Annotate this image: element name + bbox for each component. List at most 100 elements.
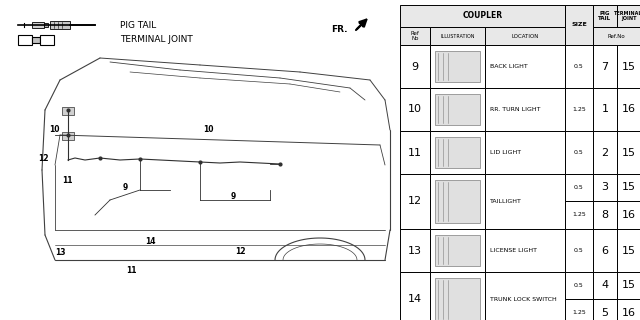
- Bar: [485, 229, 565, 272]
- Bar: [593, 131, 617, 174]
- Bar: [435, 94, 480, 125]
- Text: 0.5: 0.5: [574, 64, 584, 69]
- Text: 10: 10: [203, 125, 213, 134]
- Text: Ref
No: Ref No: [411, 31, 419, 41]
- Text: 16: 16: [621, 105, 636, 115]
- Bar: [565, 88, 593, 131]
- Text: TERMINAL JOINT: TERMINAL JOINT: [120, 36, 193, 44]
- Text: FR.: FR.: [332, 26, 348, 35]
- Bar: [565, 272, 593, 299]
- Text: 2: 2: [602, 148, 609, 157]
- Bar: [565, 45, 593, 88]
- Bar: [565, 201, 593, 229]
- Bar: [435, 137, 480, 168]
- Text: 13: 13: [56, 248, 66, 257]
- Bar: [565, 299, 593, 320]
- Text: 13: 13: [408, 245, 422, 255]
- Text: LID LIGHT: LID LIGHT: [490, 150, 521, 155]
- Bar: [485, 174, 565, 229]
- Bar: [400, 88, 430, 131]
- Bar: [430, 88, 485, 131]
- Text: TAILLIGHT: TAILLIGHT: [490, 199, 522, 204]
- Bar: [62, 132, 74, 140]
- Text: TERMINAL
JOINT: TERMINAL JOINT: [614, 11, 640, 21]
- Text: 6: 6: [602, 245, 609, 255]
- Bar: [617, 299, 640, 320]
- Bar: [617, 45, 640, 88]
- Bar: [430, 229, 485, 272]
- Text: 15: 15: [621, 61, 636, 71]
- Bar: [430, 27, 485, 45]
- Bar: [50, 21, 70, 29]
- Text: 14: 14: [145, 237, 156, 246]
- Text: TRUNK LOCK SWITCH: TRUNK LOCK SWITCH: [490, 297, 557, 302]
- Text: 12: 12: [408, 196, 422, 206]
- Bar: [400, 174, 430, 229]
- Bar: [18, 35, 32, 45]
- Text: 10: 10: [408, 105, 422, 115]
- Text: 16: 16: [621, 210, 636, 220]
- Bar: [435, 278, 480, 320]
- Text: PIG
TAIL: PIG TAIL: [598, 11, 612, 21]
- Bar: [435, 180, 480, 223]
- Bar: [40, 35, 54, 45]
- Bar: [32, 22, 44, 28]
- Bar: [430, 131, 485, 174]
- Bar: [400, 131, 430, 174]
- Bar: [485, 131, 565, 174]
- Bar: [485, 88, 565, 131]
- Bar: [617, 272, 640, 299]
- Bar: [62, 107, 74, 115]
- Bar: [400, 45, 430, 88]
- Text: 11: 11: [126, 266, 136, 275]
- Bar: [565, 131, 593, 174]
- Bar: [32, 37, 40, 43]
- Text: 0.5: 0.5: [574, 248, 584, 253]
- Bar: [400, 27, 430, 45]
- Text: 9: 9: [122, 183, 127, 192]
- Text: 3: 3: [602, 182, 609, 193]
- Bar: [593, 27, 640, 45]
- Bar: [617, 174, 640, 201]
- Text: 12: 12: [38, 154, 49, 163]
- Text: 15: 15: [621, 245, 636, 255]
- Text: 15: 15: [621, 182, 636, 193]
- Text: SIZE: SIZE: [571, 22, 587, 28]
- Bar: [617, 88, 640, 131]
- Bar: [593, 174, 617, 201]
- Text: 11: 11: [62, 176, 72, 185]
- Bar: [430, 45, 485, 88]
- Text: 15: 15: [621, 281, 636, 291]
- Bar: [400, 5, 565, 27]
- Text: COUPLER: COUPLER: [463, 12, 502, 20]
- Bar: [593, 88, 617, 131]
- Bar: [593, 229, 617, 272]
- Bar: [430, 174, 485, 229]
- Text: 1.25: 1.25: [572, 107, 586, 112]
- Bar: [565, 229, 593, 272]
- Bar: [593, 45, 617, 88]
- Text: 16: 16: [621, 308, 636, 318]
- Bar: [400, 272, 430, 320]
- Text: 14: 14: [408, 294, 422, 305]
- Text: 9: 9: [231, 192, 236, 201]
- Text: 15: 15: [621, 148, 636, 157]
- Bar: [617, 5, 640, 27]
- Bar: [593, 201, 617, 229]
- Bar: [485, 272, 565, 320]
- Text: 10: 10: [49, 125, 60, 134]
- Text: 12: 12: [235, 247, 245, 256]
- Bar: [617, 131, 640, 174]
- Text: 1.25: 1.25: [572, 212, 586, 218]
- Text: 7: 7: [602, 61, 609, 71]
- Text: 5: 5: [602, 308, 609, 318]
- Bar: [44, 23, 48, 27]
- Text: 1: 1: [602, 105, 609, 115]
- Text: 11: 11: [408, 148, 422, 157]
- Bar: [593, 299, 617, 320]
- Text: 9: 9: [412, 61, 419, 71]
- Bar: [430, 272, 485, 320]
- Text: 0.5: 0.5: [574, 150, 584, 155]
- Text: 8: 8: [602, 210, 609, 220]
- Text: ILLUSTRATION: ILLUSTRATION: [440, 34, 475, 38]
